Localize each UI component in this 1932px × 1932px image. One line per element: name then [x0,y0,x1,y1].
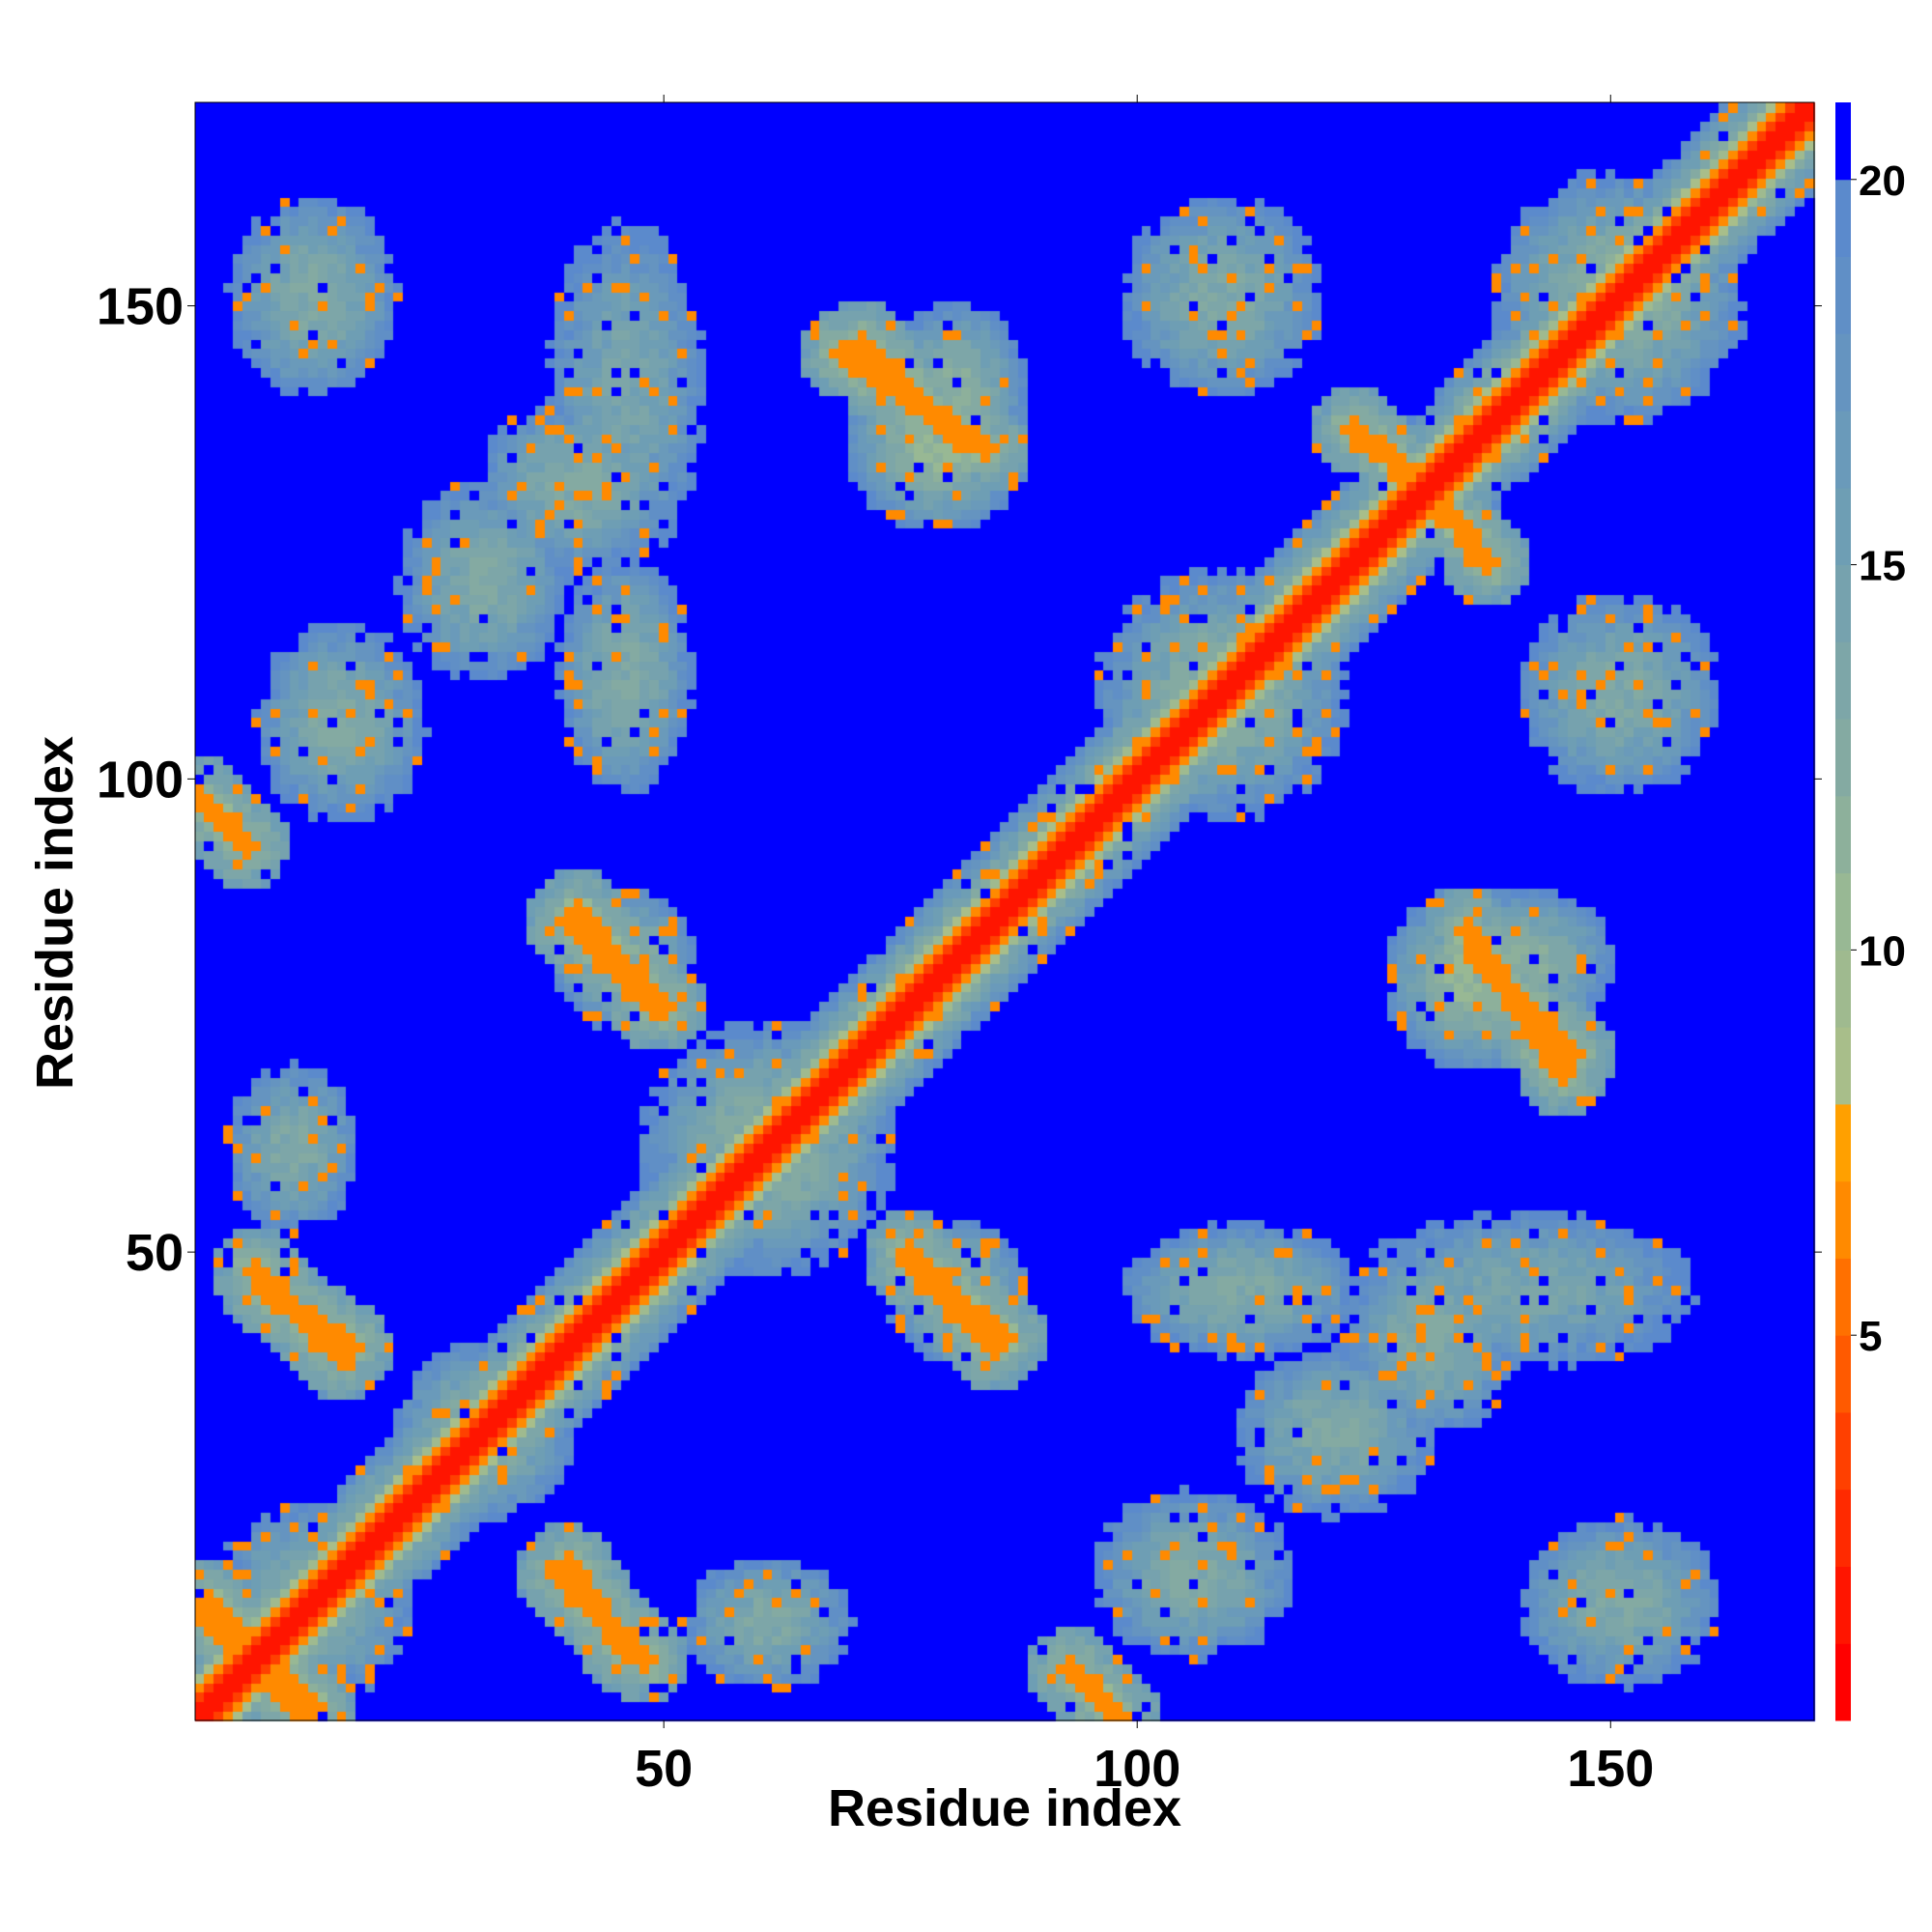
colorbar-segment [1835,950,1851,1028]
colorbar-segment [1835,179,1851,258]
colorbar-segment [1835,1180,1851,1259]
colorbar-segment [1835,641,1851,720]
x-axis-title: Residue index [828,1779,1181,1837]
y-tick-label: 50 [126,1224,184,1282]
colorbar-segment [1835,872,1851,951]
x-tick-label: 50 [635,1740,693,1798]
x-tick-label: 150 [1567,1740,1654,1798]
colorbar-segment [1835,1411,1851,1491]
x-axis-ticks: 50 100 150 [635,95,1654,1798]
colorbar-segment [1835,1027,1851,1105]
colorbar-ticks: 5 10 15 20 [1851,157,1906,1360]
colorbar-segment [1835,1335,1851,1413]
colorbar-segment [1835,564,1851,642]
plot-border [194,101,1815,1721]
colorbar-segment [1835,411,1851,489]
colorbar-segment [1835,1566,1851,1644]
colorbar-segment [1835,1103,1851,1182]
colorbar-tick-label: 10 [1859,927,1906,975]
colorbar-segment [1835,1258,1851,1336]
colorbar [1835,102,1851,1721]
colorbar-segment [1835,256,1851,334]
colorbar-segment [1835,1643,1851,1721]
y-axis-title: Residue index [26,736,84,1090]
colorbar-segment [1835,102,1851,181]
colorbar-segment [1835,487,1851,566]
colorbar-tick-label: 15 [1859,543,1906,590]
colorbar-segment [1835,719,1851,797]
y-tick-label: 100 [97,751,184,809]
x-tick-label: 100 [1094,1740,1180,1798]
colorbar-segment [1835,1489,1851,1567]
colorbar-segment [1835,333,1851,412]
y-axis-ticks: 50 100 150 [97,278,1822,1282]
colorbar-tick-label: 20 [1859,157,1906,205]
colorbar-segment [1835,795,1851,874]
colorbar-tick-label: 5 [1859,1313,1882,1360]
y-tick-label: 150 [97,278,184,336]
plot-frame [194,101,1815,1721]
